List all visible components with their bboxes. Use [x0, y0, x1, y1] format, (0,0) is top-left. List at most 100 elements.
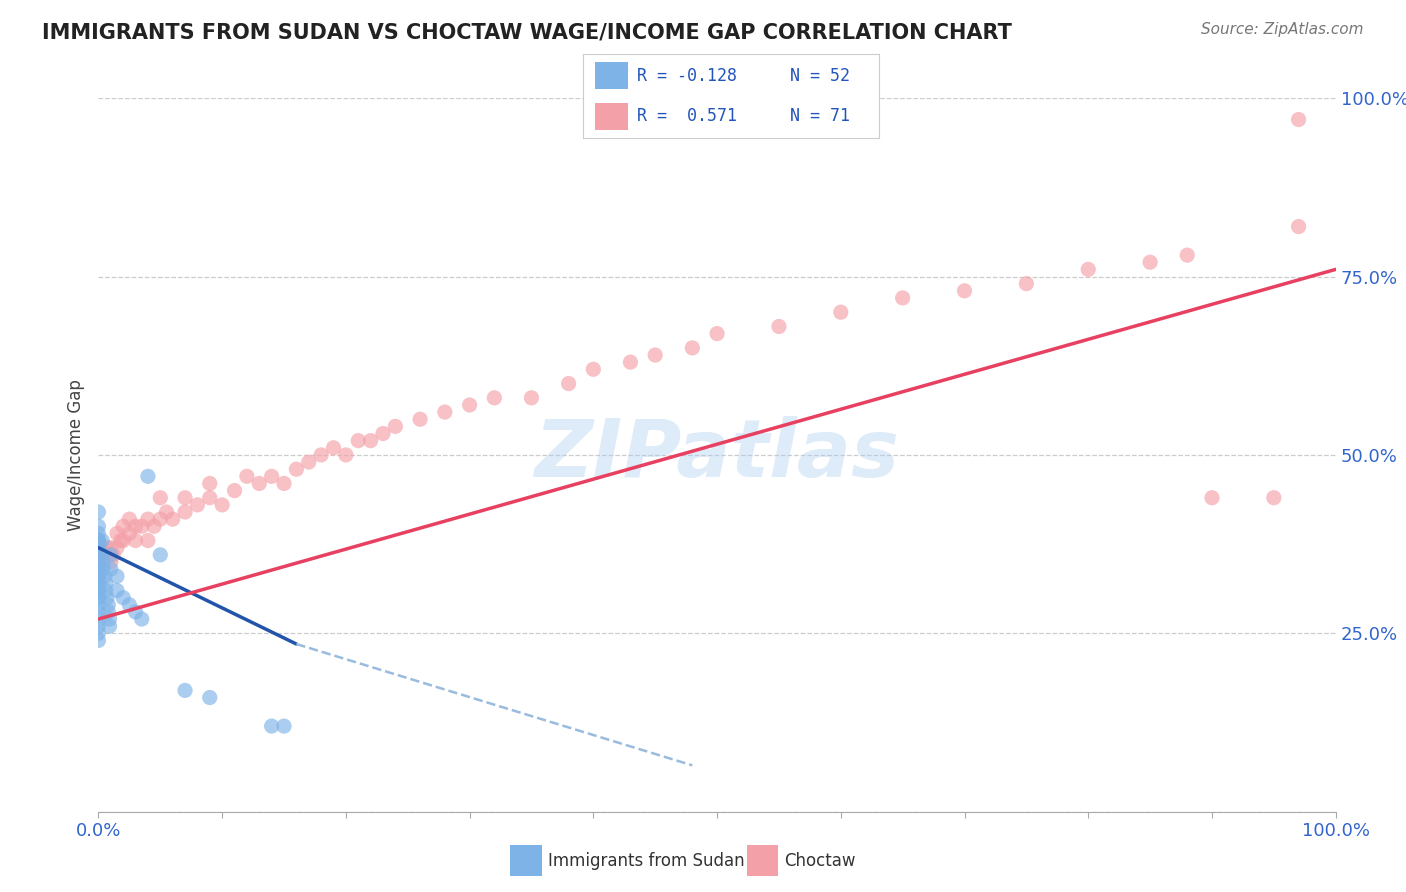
Point — [224, 483, 246, 498]
Point — [1288, 112, 1310, 127]
Point — [124, 533, 146, 548]
Point — [136, 512, 159, 526]
Point — [87, 533, 110, 548]
Point — [97, 598, 120, 612]
Point — [236, 469, 259, 483]
Point — [87, 569, 110, 583]
Point — [433, 405, 456, 419]
Point — [384, 419, 406, 434]
Text: Choctaw: Choctaw — [785, 852, 856, 870]
Point — [87, 541, 110, 555]
Point — [149, 491, 172, 505]
Point — [118, 598, 141, 612]
Point — [87, 519, 110, 533]
Point — [371, 426, 394, 441]
Point — [124, 519, 146, 533]
Point — [87, 562, 110, 576]
Point — [87, 576, 110, 591]
Point — [103, 548, 125, 562]
Point — [155, 505, 177, 519]
Bar — [747, 846, 779, 876]
Point — [1201, 491, 1223, 505]
Point — [87, 533, 110, 548]
Point — [118, 526, 141, 541]
Point — [162, 512, 184, 526]
Point — [87, 555, 110, 569]
Point — [706, 326, 728, 341]
Point — [87, 591, 110, 605]
Point — [409, 412, 432, 426]
Point — [557, 376, 579, 391]
Point — [87, 555, 110, 569]
Point — [100, 562, 122, 576]
Point — [91, 541, 114, 555]
Point — [198, 690, 221, 705]
Point — [174, 683, 197, 698]
Point — [124, 605, 146, 619]
Point — [953, 284, 976, 298]
Point — [619, 355, 641, 369]
Point — [87, 569, 110, 583]
Point — [322, 441, 344, 455]
Point — [100, 555, 122, 569]
Text: Source: ZipAtlas.com: Source: ZipAtlas.com — [1201, 22, 1364, 37]
Point — [211, 498, 233, 512]
Point — [309, 448, 332, 462]
Point — [335, 448, 357, 462]
Point — [681, 341, 703, 355]
Point — [186, 498, 208, 512]
Point — [94, 576, 117, 591]
Point — [98, 612, 121, 626]
Text: N = 52: N = 52 — [790, 67, 851, 85]
Point — [87, 526, 110, 541]
Point — [136, 533, 159, 548]
Text: ZIPatlas: ZIPatlas — [534, 416, 900, 494]
Point — [830, 305, 852, 319]
Point — [87, 562, 110, 576]
Text: R = -0.128: R = -0.128 — [637, 67, 737, 85]
Point — [458, 398, 481, 412]
Point — [143, 519, 166, 533]
Point — [644, 348, 666, 362]
Point — [87, 583, 110, 598]
Point — [105, 541, 128, 555]
Point — [768, 319, 790, 334]
Point — [87, 505, 110, 519]
Point — [118, 512, 141, 526]
Text: Immigrants from Sudan: Immigrants from Sudan — [548, 852, 745, 870]
Point — [87, 569, 110, 583]
Point — [260, 719, 283, 733]
Text: R =  0.571: R = 0.571 — [637, 107, 737, 125]
Point — [87, 612, 110, 626]
Point — [100, 548, 122, 562]
Point — [247, 476, 270, 491]
Point — [96, 541, 118, 555]
Bar — [595, 103, 627, 130]
Point — [347, 434, 370, 448]
Point — [198, 476, 221, 491]
Point — [136, 469, 159, 483]
Point — [105, 569, 128, 583]
Point — [273, 476, 295, 491]
Point — [298, 455, 321, 469]
Bar — [510, 846, 543, 876]
Point — [93, 562, 115, 576]
Point — [149, 512, 172, 526]
Point — [174, 491, 197, 505]
Text: N = 71: N = 71 — [790, 107, 851, 125]
Point — [91, 533, 114, 548]
Point — [112, 519, 135, 533]
Point — [100, 541, 122, 555]
Point — [1263, 491, 1285, 505]
Y-axis label: Wage/Income Gap: Wage/Income Gap — [67, 379, 86, 531]
Point — [360, 434, 382, 448]
Point — [87, 548, 110, 562]
Point — [198, 491, 221, 505]
Point — [97, 605, 120, 619]
Point — [891, 291, 914, 305]
Point — [87, 633, 110, 648]
Point — [87, 583, 110, 598]
Point — [112, 591, 135, 605]
Point — [105, 526, 128, 541]
Point — [87, 541, 110, 555]
